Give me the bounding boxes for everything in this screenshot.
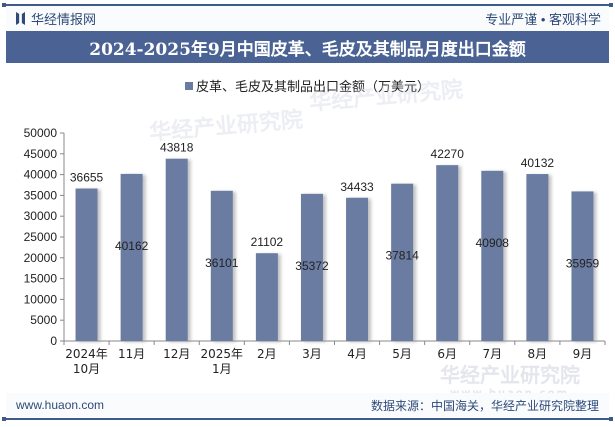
x-tick-label: 6月 xyxy=(437,347,457,361)
bar xyxy=(436,165,459,341)
bar-value-label: 21102 xyxy=(251,235,284,249)
y-tick-label: 0 xyxy=(50,334,57,348)
footer-source: 数据来源：中国海关，华经产业研究院整理 xyxy=(370,398,599,413)
x-tick-label: 11月 xyxy=(118,347,145,361)
y-tick-label: 35000 xyxy=(24,188,58,202)
x-tick-label: 4月 xyxy=(347,347,367,361)
bar-value-label: 40132 xyxy=(521,156,555,170)
bar-value-label: 40908 xyxy=(476,236,510,250)
bar xyxy=(346,197,369,341)
x-tick-label: 3月 xyxy=(302,347,322,361)
x-tick-label: 2024年 xyxy=(65,347,108,361)
bar xyxy=(300,193,323,341)
y-tick-label: 50000 xyxy=(24,126,58,140)
y-tick-label: 20000 xyxy=(24,251,58,265)
x-tick-label: 8月 xyxy=(528,347,548,361)
brand: 华经情报网 xyxy=(16,9,96,28)
y-tick-label: 45000 xyxy=(24,147,58,161)
bar-value-label: 36101 xyxy=(205,256,239,270)
bar xyxy=(210,190,233,341)
bar-value-label: 34433 xyxy=(340,180,374,194)
bar-value-label: 42270 xyxy=(431,147,465,161)
y-tick-label: 40000 xyxy=(24,168,58,182)
legend: 皮革、毛皮及其制品出口金额（万美元） xyxy=(0,76,615,95)
bar xyxy=(120,173,143,341)
x-tick-label: 7月 xyxy=(482,347,502,361)
legend-label: 皮革、毛皮及其制品出口金额（万美元） xyxy=(195,79,430,94)
bar-value-label: 36655 xyxy=(70,171,104,185)
bar xyxy=(75,188,98,341)
bar-value-label: 35959 xyxy=(566,256,600,270)
bar-value-label: 43818 xyxy=(160,141,194,155)
header-bar: 华经情报网 专业严谨 • 客观科学 xyxy=(6,6,609,31)
legend-swatch-icon xyxy=(184,81,193,90)
bottom-border xyxy=(2,417,613,421)
bar xyxy=(526,174,549,341)
x-tick-label: 10月 xyxy=(73,362,100,376)
y-tick-label: 5000 xyxy=(30,313,57,327)
y-tick-label: 10000 xyxy=(24,292,58,306)
x-tick-label: 1月 xyxy=(212,362,232,376)
bar xyxy=(255,253,278,341)
y-tick-label: 15000 xyxy=(24,272,58,286)
bar-value-label: 40162 xyxy=(115,239,149,253)
slogan: 专业严谨 • 客观科学 xyxy=(485,12,601,27)
footer-website: www.huaon.com xyxy=(16,398,105,412)
watermark-text: 华经产业研究院 xyxy=(308,77,464,116)
bar xyxy=(481,170,504,341)
footer: www.huaon.com 数据来源：中国海关，华经产业研究院整理 xyxy=(6,393,609,417)
bar-value-label: 37814 xyxy=(385,249,419,263)
bar xyxy=(165,158,188,341)
y-tick-label: 25000 xyxy=(24,230,58,244)
bar xyxy=(391,183,414,341)
x-tick-label: 5月 xyxy=(392,347,412,361)
chart-title: 2024-2025年9月中国皮革、毛皮及其制品月度出口金额 xyxy=(6,31,609,63)
brand-name: 华经情报网 xyxy=(31,12,97,27)
bar-value-label: 35372 xyxy=(295,259,329,273)
top-border xyxy=(2,3,613,7)
x-tick-label: 2025年 xyxy=(201,347,244,361)
bar xyxy=(571,191,594,341)
x-tick-label: 9月 xyxy=(573,347,593,361)
x-tick-label: 12月 xyxy=(163,347,190,361)
y-tick-label: 30000 xyxy=(24,209,58,223)
x-tick-label: 2月 xyxy=(257,347,277,361)
watermark-text: 华经产业研究院 xyxy=(440,363,580,387)
